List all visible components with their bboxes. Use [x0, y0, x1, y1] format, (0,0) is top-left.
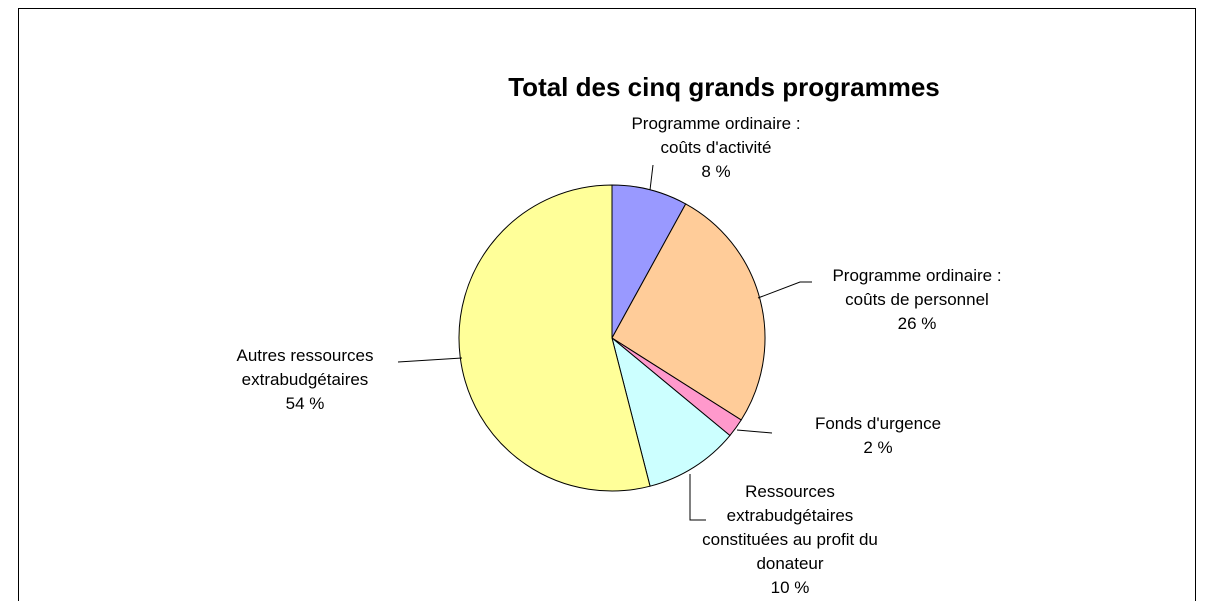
pie-slice — [611, 336, 731, 487]
category-label: Programme ordinaire : coûts d'activité — [631, 114, 801, 157]
data-label: Programme ordinaire : coûts de personnel… — [817, 264, 1017, 336]
category-label: Fonds d'urgence — [814, 414, 942, 433]
chart-frame — [18, 8, 1196, 601]
chart-title: Total des cinq grands programmes — [508, 72, 940, 102]
data-label: Autres ressources extrabudgétaires 54 % — [220, 344, 390, 416]
pie-slice — [611, 203, 766, 421]
data-label: Programme ordinaire : coûts d'activité 8 … — [616, 112, 816, 184]
leader-line — [689, 474, 706, 521]
category-label: Programme ordinaire : coûts de personnel — [832, 266, 1002, 309]
value-label: 10 % — [770, 578, 810, 597]
category-label: Ressources extrabudgétaires constituées … — [702, 482, 878, 573]
data-label: Ressources extrabudgétaires constituées … — [698, 480, 883, 600]
pie-slice — [458, 184, 651, 492]
data-label: Fonds d'urgence 2 % — [798, 412, 958, 460]
value-label: 54 % — [285, 394, 325, 413]
leader-line — [736, 429, 773, 434]
category-label: Autres ressources extrabudgétaires — [236, 346, 374, 389]
leader-line — [397, 357, 463, 363]
leader-line — [649, 164, 654, 191]
leader-line — [757, 281, 812, 299]
value-label: 2 % — [863, 438, 893, 457]
value-label: 8 % — [701, 162, 731, 181]
value-label: 26 % — [897, 314, 937, 333]
